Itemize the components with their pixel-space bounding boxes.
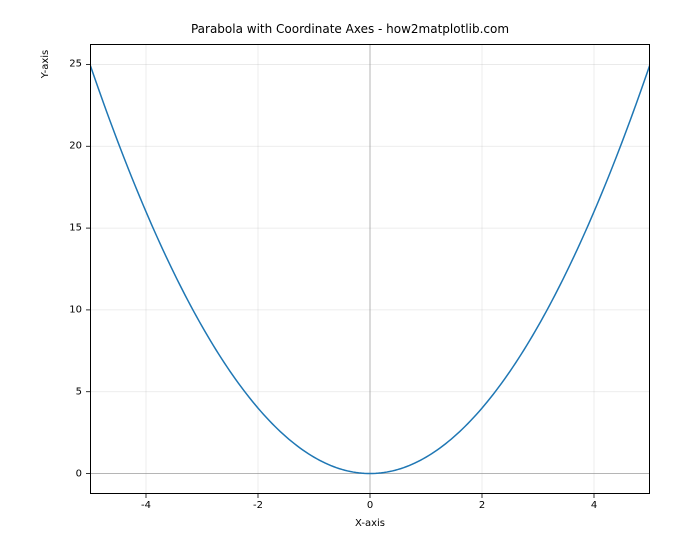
figure: Parabola with Coordinate Axes - how2matp…: [0, 0, 700, 560]
x-tick-label: 4: [591, 500, 597, 511]
y-tick-label: 10: [69, 304, 82, 315]
y-tick-label: 5: [76, 386, 82, 397]
plot-area: [90, 44, 650, 494]
y-tick-label: 20: [69, 141, 82, 152]
x-tick-label: 0: [367, 500, 373, 511]
y-tick-label: 15: [69, 223, 82, 234]
y-tick-label: 25: [69, 59, 82, 70]
y-tick-label: 0: [76, 468, 82, 479]
chart-title: Parabola with Coordinate Axes - how2matp…: [0, 22, 700, 36]
x-tick-label: 2: [479, 500, 485, 511]
x-tick-label: -4: [141, 500, 151, 511]
x-axis-label: X-axis: [90, 518, 650, 529]
plot-svg: [90, 44, 650, 494]
x-tick-label: -2: [253, 500, 263, 511]
y-axis-label: Y-axis: [40, 0, 51, 289]
